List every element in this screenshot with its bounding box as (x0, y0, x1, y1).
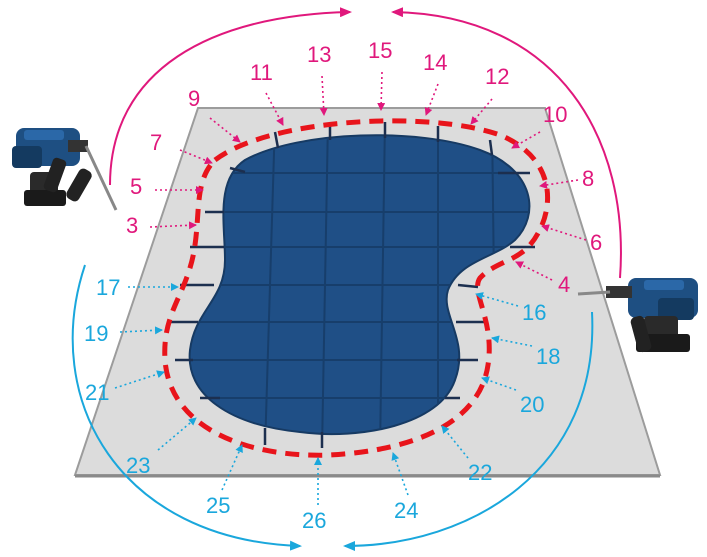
hammer-drill-icon (577, 278, 698, 353)
anchor-number-5: 5 (130, 174, 142, 199)
leader-arrow-4 (515, 261, 553, 281)
sequence-arrow-right-bottom (343, 311, 594, 551)
anchor-number-10: 10 (543, 102, 567, 127)
leader-arrow-7 (179, 149, 213, 165)
leader-arrow-22 (441, 425, 469, 459)
leader-arrow-25 (221, 444, 243, 491)
anchor-number-22: 22 (468, 460, 492, 485)
leader-arrow-20 (481, 376, 517, 391)
anchor-number-24: 24 (394, 498, 418, 523)
anchor-number-26: 26 (302, 508, 326, 533)
anchor-number-4: 4 (558, 272, 570, 297)
anchor-number-17: 17 (96, 275, 120, 300)
sequence-arrow-right-top (391, 7, 622, 279)
anchor-number-18: 18 (536, 344, 560, 369)
leader-arrow-12 (470, 98, 493, 125)
leader-arrow-13 (319, 75, 328, 116)
anchor-number-16: 16 (522, 300, 546, 325)
anchor-number-12: 12 (485, 64, 509, 89)
leader-arrow-15 (377, 71, 386, 111)
anchor-number-21: 21 (85, 380, 109, 405)
anchor-number-9: 9 (188, 86, 200, 111)
leader-arrow-11 (265, 92, 284, 126)
anchor-number-8: 8 (582, 166, 594, 191)
anchor-number-25: 25 (206, 493, 230, 518)
leader-arrow-9 (209, 117, 241, 143)
leader-arrow-23 (157, 417, 197, 451)
leader-arrow-18 (491, 335, 533, 347)
hammer-drill-icon (12, 128, 118, 211)
anchor-number-20: 20 (520, 392, 544, 417)
leader-arrow-21 (114, 370, 165, 389)
anchor-number-13: 13 (307, 42, 331, 67)
anchor-number-19: 19 (84, 321, 108, 346)
leader-arrow-19 (119, 326, 163, 335)
anchor-number-11: 11 (250, 60, 273, 85)
anchor-number-3: 3 (126, 213, 138, 238)
anchor-perimeter-line (162, 118, 550, 458)
anchor-number-15: 15 (368, 38, 392, 63)
anchor-number-7: 7 (150, 130, 162, 155)
anchor-number-6: 6 (590, 230, 602, 255)
anchor-number-14: 14 (423, 50, 447, 75)
leader-arrow-16 (475, 292, 519, 307)
leader-arrow-8 (539, 179, 579, 189)
leader-arrow-14 (424, 83, 439, 116)
anchor-number-23: 23 (126, 453, 150, 478)
cover-straps (170, 122, 535, 448)
leader-arrow-10 (511, 131, 541, 149)
sequence-arrow-left-top (109, 7, 352, 186)
sequence-arrow-left-bottom (71, 264, 302, 551)
